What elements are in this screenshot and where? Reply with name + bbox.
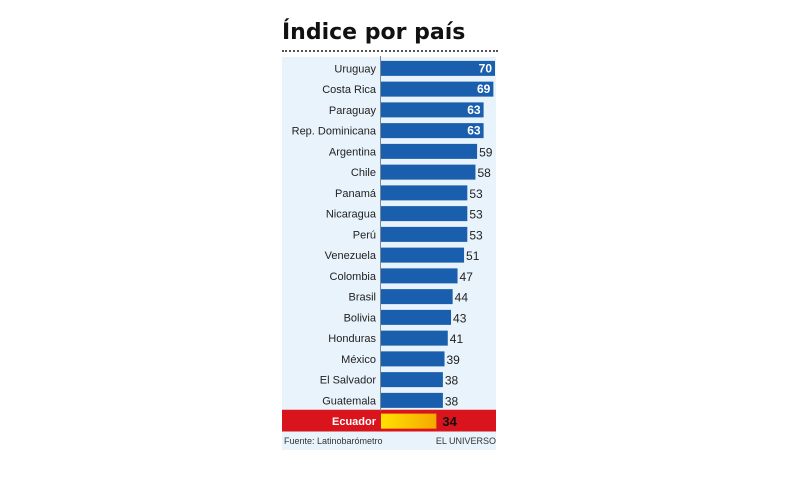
value-label-el-salvador: 38 xyxy=(445,374,459,388)
category-label-rep-dominicana: Rep. Dominicana xyxy=(292,126,377,138)
value-label-ecuador: 34 xyxy=(442,414,457,429)
category-label-ecuador: Ecuador xyxy=(332,416,377,428)
bar-guatemala xyxy=(381,392,443,408)
category-label-paraguay: Paraguay xyxy=(329,105,377,117)
category-label-nicaragua: Nicaragua xyxy=(326,209,377,221)
title-divider xyxy=(282,50,498,52)
bar-rep-dominicana xyxy=(381,123,484,139)
category-label-colombia: Colombia xyxy=(330,271,377,283)
value-label-guatemala: 38 xyxy=(445,394,459,408)
bar-colombia xyxy=(381,268,458,284)
value-label-colombia: 47 xyxy=(460,270,474,284)
chart-graphic: Índice por país Uruguay 70 Costa Rica 69 Par… xyxy=(278,18,502,458)
value-label-chile: 58 xyxy=(477,166,491,180)
bar-chile xyxy=(381,164,476,180)
value-label-venezuela: 51 xyxy=(466,249,480,263)
source-note: Fuente: Latinobarómetro xyxy=(284,436,383,446)
category-label-peru: Perú xyxy=(353,229,376,241)
category-label-chile: Chile xyxy=(351,167,376,179)
category-label-bolivia: Bolivia xyxy=(344,312,377,324)
bar-paraguay xyxy=(381,102,484,118)
value-label-mexico: 39 xyxy=(447,353,461,367)
category-label-panama: Panamá xyxy=(335,188,377,200)
value-label-uruguay: 70 xyxy=(479,61,493,75)
bar-bolivia xyxy=(381,309,452,325)
value-label-peru: 53 xyxy=(469,228,483,242)
bar-venezuela xyxy=(381,247,465,263)
bar-costa-rica xyxy=(381,81,494,97)
bar-chart: Uruguay 70 Costa Rica 69 Paraguay 63 Rep. Domi… xyxy=(282,56,496,432)
value-label-brasil: 44 xyxy=(455,291,469,305)
chart-title: Índice por país xyxy=(282,20,466,45)
bar-peru xyxy=(381,226,468,242)
category-label-venezuela: Venezuela xyxy=(325,250,377,262)
value-label-argentina: 59 xyxy=(479,145,493,159)
bar-el-salvador xyxy=(381,372,443,388)
category-label-costa-rica: Costa Rica xyxy=(322,84,377,96)
category-label-el-salvador: El Salvador xyxy=(320,375,377,387)
category-label-mexico: México xyxy=(341,354,376,366)
category-label-brasil: Brasil xyxy=(348,292,376,304)
category-label-guatemala: Guatemala xyxy=(322,395,377,407)
value-label-panama: 53 xyxy=(469,187,483,201)
bar-argentina xyxy=(381,143,478,159)
bar-honduras xyxy=(381,330,448,346)
bar-nicaragua xyxy=(381,206,468,222)
category-label-uruguay: Uruguay xyxy=(334,63,376,75)
bar-panama xyxy=(381,185,468,201)
value-label-paraguay: 63 xyxy=(467,103,481,117)
bar-ecuador xyxy=(381,413,437,429)
bar-mexico xyxy=(381,351,445,367)
bar-brasil xyxy=(381,289,453,305)
category-label-honduras: Honduras xyxy=(328,333,376,345)
value-label-rep-dominicana: 63 xyxy=(467,124,481,138)
bar-uruguay xyxy=(381,60,495,76)
value-label-nicaragua: 53 xyxy=(469,208,483,222)
value-label-costa-rica: 69 xyxy=(477,82,491,96)
value-label-honduras: 41 xyxy=(450,332,464,346)
value-label-bolivia: 43 xyxy=(453,311,467,325)
credit-note: EL UNIVERSO xyxy=(435,436,496,446)
category-label-argentina: Argentina xyxy=(329,146,377,158)
